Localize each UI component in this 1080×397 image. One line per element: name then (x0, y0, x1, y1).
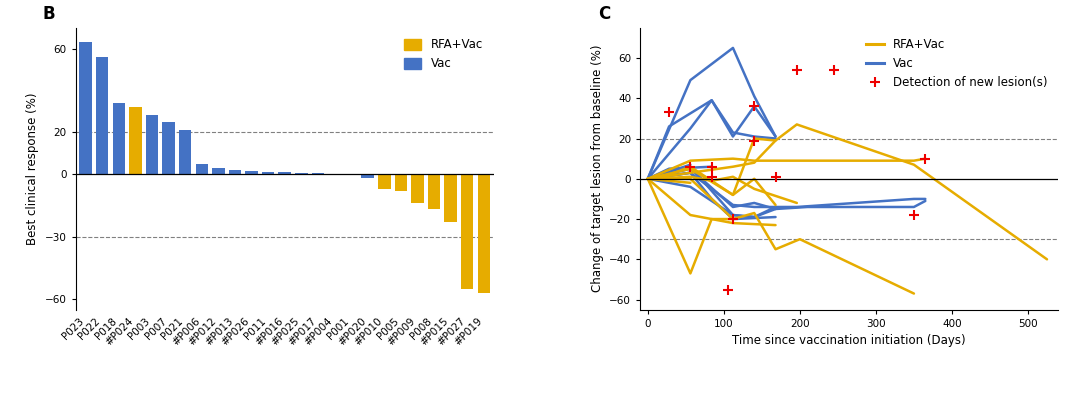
X-axis label: Time since vaccination initiation (Days): Time since vaccination initiation (Days) (732, 334, 967, 347)
Bar (96, 57, 108, 174)
Bar (362, 174, 374, 178)
Text: B: B (42, 5, 55, 23)
Y-axis label: Best clinical response (%): Best clinical response (%) (26, 93, 39, 245)
Bar (245, 171, 258, 174)
Bar (112, 103, 125, 174)
Bar (378, 174, 391, 189)
Bar (394, 174, 407, 191)
Bar (79, 42, 92, 174)
Bar (477, 174, 490, 293)
Bar (261, 172, 274, 174)
Bar (146, 116, 158, 174)
Bar (461, 174, 473, 289)
Bar (411, 174, 423, 203)
Y-axis label: Change of target lesion from baseline (%): Change of target lesion from baseline (%… (591, 45, 604, 293)
Bar (428, 174, 441, 210)
Bar (345, 174, 357, 175)
Bar (162, 122, 175, 174)
Bar (445, 174, 457, 222)
Text: C: C (598, 5, 610, 23)
Bar (212, 168, 225, 174)
Bar (229, 170, 241, 174)
Bar (130, 107, 141, 174)
Bar (179, 130, 191, 174)
Legend: RFA+Vac, Vac: RFA+Vac, Vac (400, 34, 488, 75)
Legend: RFA+Vac, Vac, Detection of new lesion(s): RFA+Vac, Vac, Detection of new lesion(s) (862, 34, 1053, 94)
Bar (195, 164, 208, 174)
Bar (279, 172, 291, 174)
Bar (312, 173, 324, 174)
Bar (295, 173, 308, 174)
